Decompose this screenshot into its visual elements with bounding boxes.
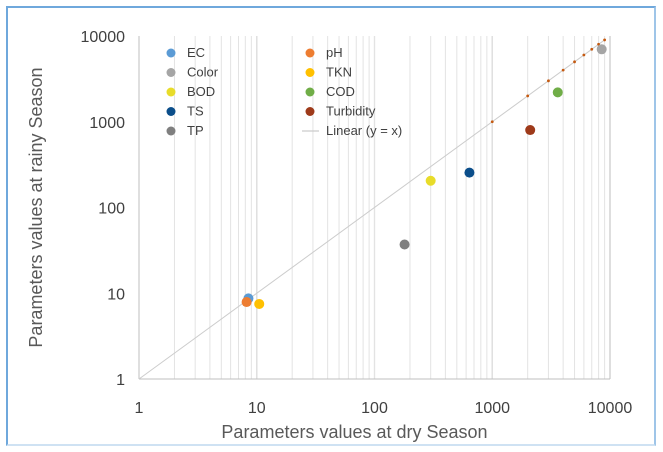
x-tick-label: 1000 — [474, 400, 510, 417]
data-point-ph — [241, 297, 252, 308]
legend-swatch — [166, 68, 176, 77]
x-tick-labels: 1 10 100 1000 10000 — [135, 400, 633, 417]
legend-label: TS — [187, 104, 204, 119]
trendline-marker — [526, 94, 530, 98]
data-point-color — [596, 44, 607, 55]
trendline-marker — [582, 53, 586, 57]
legend-swatch — [166, 126, 176, 136]
trendline-marker — [573, 60, 576, 64]
y-axis-title: Parameters values at rainy Season — [26, 67, 46, 347]
trendline-marker — [490, 120, 494, 124]
legend-label: EC — [187, 45, 205, 60]
x-tick-label: 10000 — [588, 400, 633, 417]
trendline-marker — [561, 68, 565, 72]
data-point-ts — [464, 167, 475, 178]
y-tick-labels: 1 10 100 1000 10000 — [81, 29, 126, 389]
data-point-cod — [552, 87, 563, 98]
legend-label: TKN — [326, 65, 352, 80]
trendline-marker — [590, 47, 594, 51]
legend-label: Color — [187, 65, 219, 80]
data-point-bod — [425, 175, 436, 186]
legend-swatch — [305, 48, 315, 58]
data-point-tp — [399, 239, 410, 250]
x-tick-label: 100 — [361, 400, 388, 417]
axes — [138, 36, 610, 380]
y-tick-label: 1000 — [89, 115, 125, 132]
data-points — [241, 44, 607, 309]
x-axis-title: Parameters values at dry Season — [221, 422, 487, 442]
data-point-turbidity — [525, 125, 536, 136]
y-tick-label: 10000 — [81, 29, 126, 46]
legend-label: COD — [326, 84, 355, 99]
legend-swatch — [166, 107, 176, 116]
trendline-group — [138, 38, 607, 380]
y-tick-label: 100 — [98, 201, 125, 218]
legend-swatch — [305, 68, 315, 77]
x-tick-label: 10 — [248, 400, 266, 417]
legend-label: Linear (y = x) — [326, 123, 402, 138]
data-point-tkn — [254, 298, 265, 309]
legend-label: Turbidity — [326, 104, 376, 119]
legend-label: TP — [187, 123, 204, 138]
y-tick-label: 1 — [116, 372, 125, 389]
trendline-marker — [547, 79, 550, 83]
scatter-chart: 1 10 100 1000 10000 1 10 100 1000 10000 EC pH Colo… — [26, 29, 633, 442]
legend: EC pH Color TKN BOD COD TS Turbidity TP Linear (y… — [166, 45, 402, 138]
chart-frame: 1 10 100 1000 10000 1 10 100 1000 10000 EC pH Colo… — [6, 6, 656, 446]
x-tick-label: 1 — [135, 400, 144, 417]
trendline-marker — [603, 38, 607, 42]
legend-swatch — [166, 87, 176, 97]
y-tick-label: 10 — [107, 286, 125, 303]
legend-label: BOD — [187, 84, 215, 99]
legend-swatch — [305, 87, 315, 97]
legend-swatch — [305, 107, 315, 116]
grid-lines — [173, 36, 611, 379]
legend-swatch — [166, 48, 176, 58]
legend-label: pH — [326, 45, 343, 60]
